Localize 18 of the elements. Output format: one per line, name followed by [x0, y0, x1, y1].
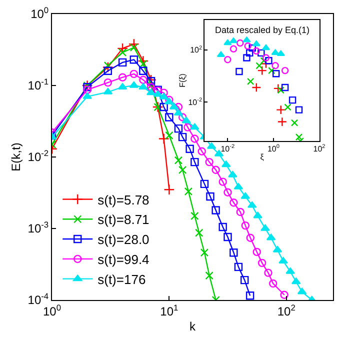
legend-label: s(t)=8.71: [98, 212, 150, 228]
legend-label: s(t)=99.4: [98, 252, 150, 267]
legend-label: s(t)=28.0: [98, 232, 150, 248]
x-tick-label: 10$^{-2}$: [220, 144, 235, 154]
x-axis-title: k: [190, 319, 196, 334]
x-tick-label: 10$^{2}$: [313, 144, 326, 154]
legend-label: s(t)=5.78: [98, 192, 150, 208]
x-tick-label: 10$^{0}$: [267, 144, 280, 154]
y-axis-title: F(ξ): [178, 73, 187, 88]
x-tick-label: 10$^{2}$: [277, 302, 296, 318]
y-tick-label: 10$^{0}$: [30, 5, 49, 22]
x-axis-title: ξ: [260, 152, 264, 162]
text: Data rescaled by Eq.(1): [215, 25, 310, 35]
x-tick-label: 10$^{1}$: [160, 302, 179, 318]
y-tick-label: 10$^{-1}$: [28, 76, 49, 93]
legend-label: s(t)=176: [98, 272, 146, 287]
y-axis-title: E(k,t): [9, 142, 24, 172]
y-tick-label: 10$^{-3}$: [28, 220, 49, 236]
